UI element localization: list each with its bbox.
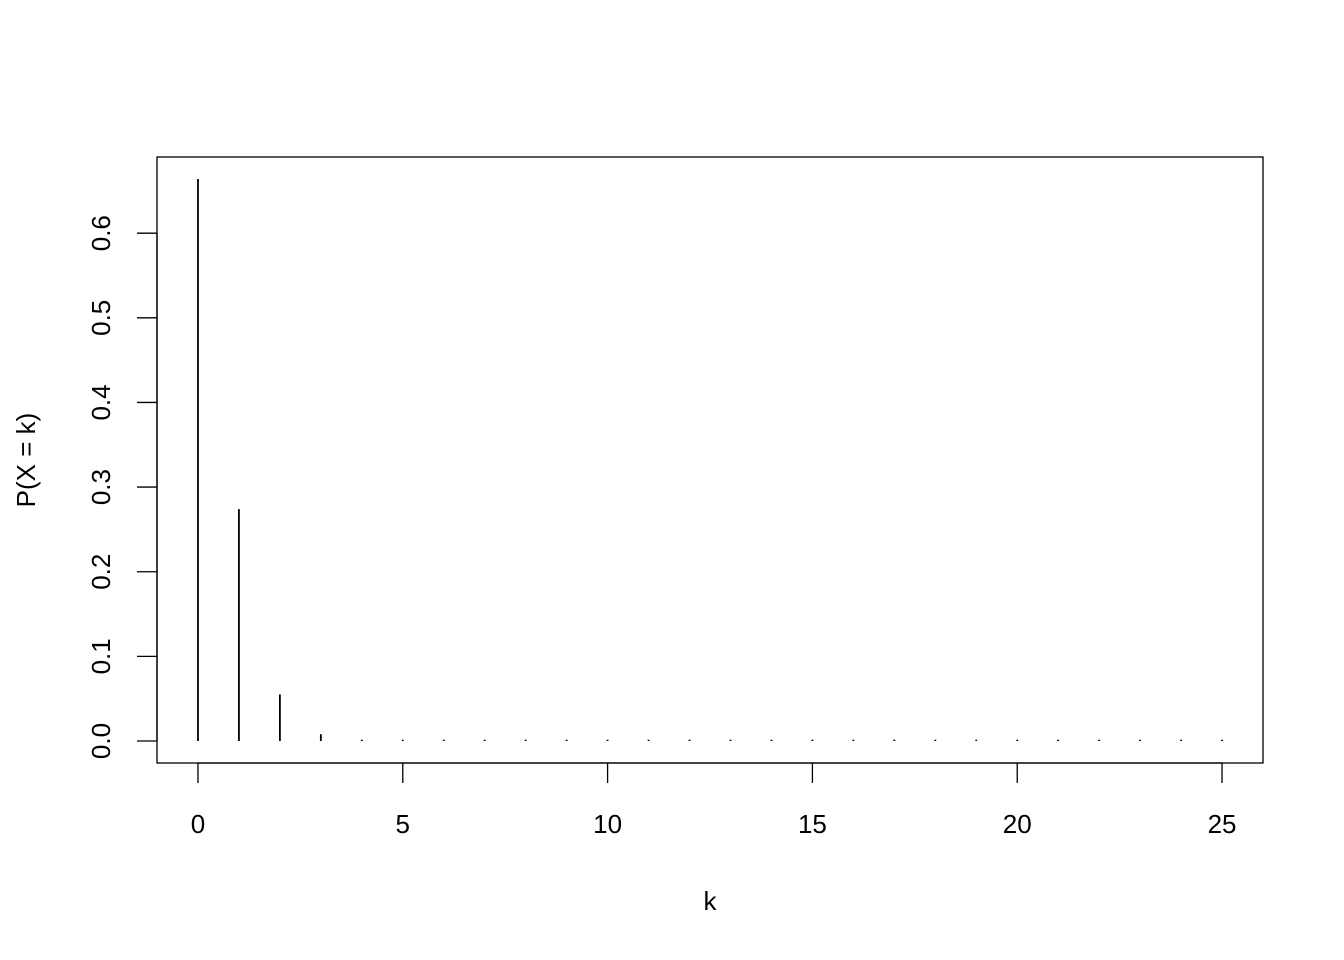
x-tick-label: 0 bbox=[191, 809, 205, 839]
plot-frame bbox=[156, 156, 1264, 764]
y-tick-label: 0.4 bbox=[86, 384, 116, 420]
x-tick-label: 15 bbox=[798, 809, 827, 839]
x-tick-label: 10 bbox=[593, 809, 622, 839]
y-tick-label: 0.1 bbox=[86, 638, 116, 674]
x-tick-label: 20 bbox=[1003, 809, 1032, 839]
x-tick-label: 25 bbox=[1208, 809, 1237, 839]
x-axis: 0 5 10 15 20 25 bbox=[191, 762, 1237, 839]
y-tick-label: 0.2 bbox=[86, 554, 116, 590]
x-tick-label: 5 bbox=[396, 809, 410, 839]
y-axis: 0.0 0.1 0.2 0.3 0.4 0.5 0.6 bbox=[86, 215, 158, 759]
y-tick-label: 0.6 bbox=[86, 215, 116, 251]
y-tick-label: 0.3 bbox=[86, 469, 116, 505]
y-axis-label: P(X = k) bbox=[11, 413, 41, 508]
y-tick-label: 0.0 bbox=[86, 723, 116, 759]
x-axis-label: k bbox=[704, 886, 718, 916]
spikes bbox=[197, 179, 1223, 741]
y-tick-label: 0.5 bbox=[86, 300, 116, 336]
